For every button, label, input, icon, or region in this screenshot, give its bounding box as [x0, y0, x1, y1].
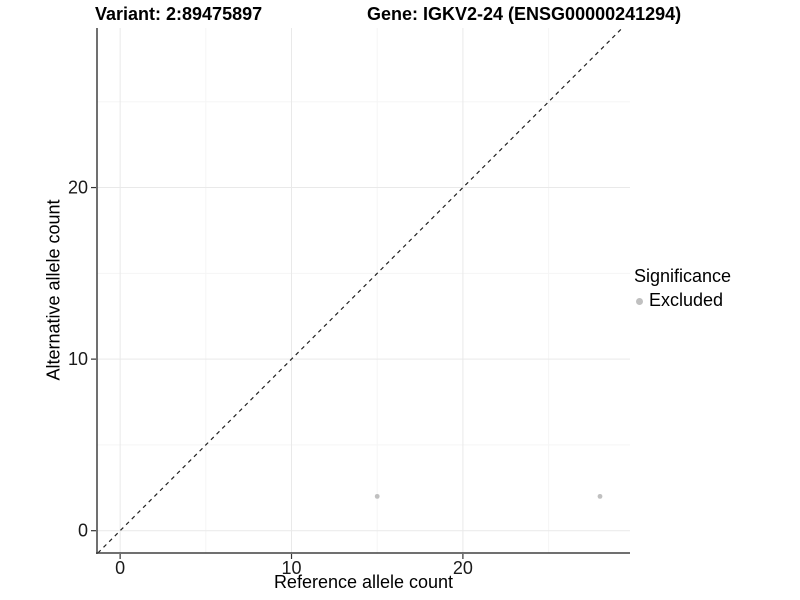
data-point [597, 493, 603, 499]
plot-title-variant: Variant: 2:89475897 [95, 4, 263, 24]
y-axis-title: Alternative allele count [43, 199, 64, 381]
x-tick-label: 0 [115, 558, 125, 578]
excluded-point-swatch [636, 297, 643, 305]
legend-title: Significance [634, 266, 732, 286]
identity-line [97, 27, 623, 554]
y-tick-label: 10 [68, 349, 88, 369]
legend-item-excluded: Excluded [634, 290, 731, 311]
x-axis-title: Reference allele count [273, 572, 454, 592]
plot-title-gene: Gene: IGKV2-24 (ENSG00000241294) [367, 4, 682, 24]
y-tick-label: 20 [68, 178, 88, 198]
legend: Significance Excluded [634, 266, 731, 311]
data-point [374, 493, 380, 499]
x-tick-label: 10 [282, 558, 302, 578]
y-tick-label: 0 [78, 521, 88, 541]
legend-item-label: Excluded [649, 290, 724, 310]
x-tick-label: 20 [453, 558, 473, 578]
